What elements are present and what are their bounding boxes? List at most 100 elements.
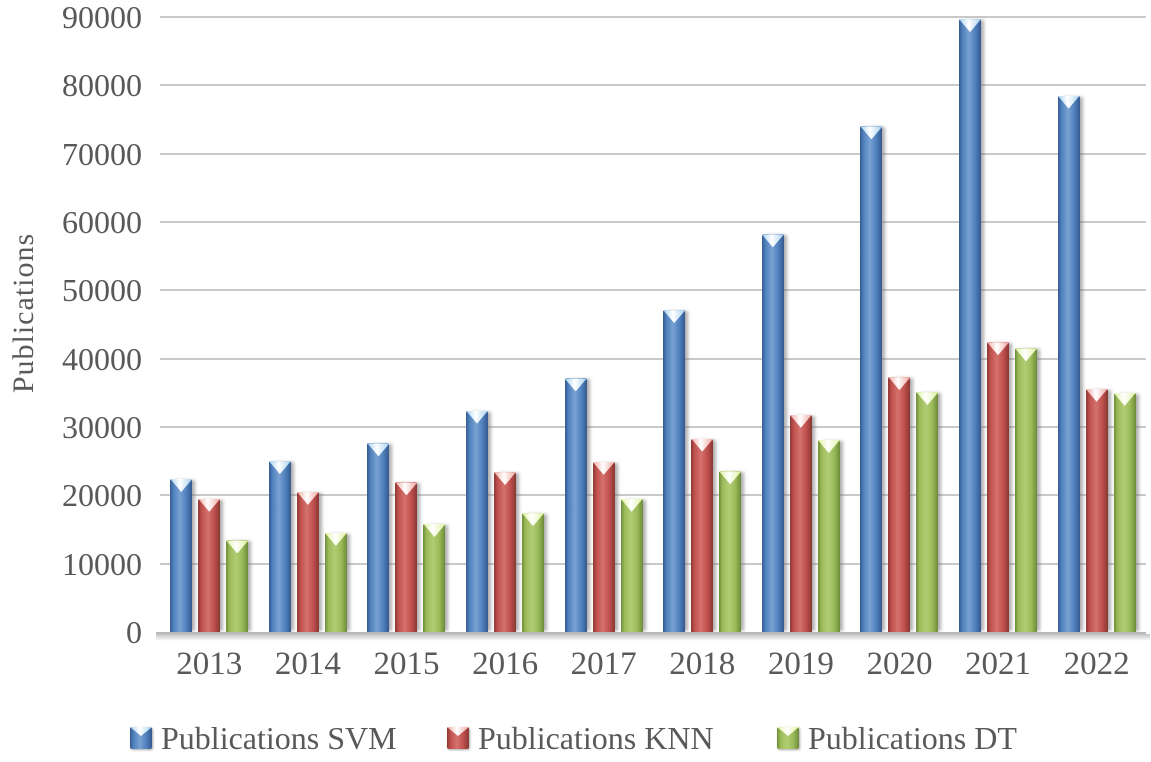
x-tick-label-2019: 2019 <box>767 646 834 682</box>
gridline <box>160 152 1146 155</box>
y-tick-label: 80000 <box>62 67 142 104</box>
bar-bevel-cap <box>691 438 714 452</box>
bar-group-2019 <box>752 17 851 632</box>
bar-bevel-cap <box>395 482 418 496</box>
legend-swatch-icon <box>130 727 152 749</box>
y-tick-label: 90000 <box>62 0 142 35</box>
x-tick-label-2015: 2015 <box>373 646 440 682</box>
bar-bevel-cap <box>296 491 319 505</box>
legend: Publications SVM Publications KNN Publicat… <box>0 719 1151 759</box>
bar-dt-2021 <box>1015 348 1038 632</box>
gridline <box>160 16 1146 18</box>
x-axis-line <box>156 632 1146 634</box>
bar-bevel-cap <box>564 378 587 392</box>
y-tick-label: 10000 <box>62 545 142 582</box>
bar-bevel-cap <box>592 461 615 475</box>
x-tick-label-2020: 2020 <box>866 646 933 682</box>
plot-area <box>156 16 1150 641</box>
bar-bevel-cap <box>1015 348 1038 362</box>
x-tick-label-2017: 2017 <box>570 646 637 682</box>
y-tick-label: 0 <box>126 614 142 650</box>
bar-bevel-cap <box>719 471 742 485</box>
gridline <box>160 494 1146 497</box>
x-axis-labels: 2013 2014 2015 2016 2017 2018 2019 2020 2021 2022 <box>160 645 1146 687</box>
legend-item-svm: Publications SVM <box>130 719 397 757</box>
legend-label: Publications SVM <box>161 720 397 756</box>
x-tick-label-2016: 2016 <box>472 646 539 682</box>
bar-bevel-cap <box>324 532 347 546</box>
bar-knn-2020 <box>888 377 911 632</box>
legend-label: Publications DT <box>808 720 1017 756</box>
bar-bevel-cap <box>198 498 221 512</box>
legend-label: Publications KNN <box>478 720 714 756</box>
bar-svm-2015 <box>367 443 390 632</box>
bar-svm-2016 <box>466 410 489 632</box>
bar-dt-2015 <box>423 524 446 632</box>
bar-group-2017 <box>554 17 653 632</box>
gridline <box>160 426 1146 428</box>
bar-bevel-cap <box>959 19 982 33</box>
bar-bevel-cap <box>522 513 545 527</box>
y-tick-label: 50000 <box>62 272 142 309</box>
bar-groups <box>160 17 1146 632</box>
bar-svm-2022 <box>1057 95 1080 632</box>
gridline <box>160 562 1146 565</box>
y-tick-label: 40000 <box>62 340 142 377</box>
y-tick-label: 60000 <box>62 204 142 240</box>
bar-dt-2018 <box>719 471 742 632</box>
bar-svm-2014 <box>268 461 291 632</box>
bar-bevel-cap <box>620 498 643 512</box>
gridline <box>160 289 1146 292</box>
x-tick-label-2014: 2014 <box>274 646 341 682</box>
bar-knn-2018 <box>691 438 714 632</box>
bar-group-2016 <box>456 17 555 632</box>
bar-knn-2022 <box>1085 388 1108 632</box>
gridline <box>160 357 1146 360</box>
bar-dt-2013 <box>226 540 249 632</box>
legend-swatch-bevel <box>777 727 799 736</box>
legend-swatch-icon <box>447 727 469 749</box>
bar-group-2018 <box>653 17 752 632</box>
y-axis-title: Publications <box>7 232 40 394</box>
bar-group-2021 <box>949 17 1048 632</box>
x-tick-label-2021: 2021 <box>965 646 1032 682</box>
x-tick-label-2013: 2013 <box>176 646 243 682</box>
bar-svm-2020 <box>860 126 883 632</box>
bar-bevel-cap <box>494 472 517 486</box>
bar-svm-2019 <box>761 234 784 632</box>
bar-bevel-cap <box>170 478 193 492</box>
bar-knn-2015 <box>395 482 418 632</box>
bar-svm-2017 <box>564 378 587 632</box>
bar-bevel-cap <box>226 540 249 554</box>
legend-swatch-icon <box>777 727 799 749</box>
legend-item-dt: Publications DT <box>777 719 1017 757</box>
bar-group-2013 <box>160 17 259 632</box>
bar-group-2022 <box>1047 17 1146 632</box>
bar-dt-2022 <box>1113 392 1136 632</box>
bar-dt-2014 <box>324 532 347 632</box>
bar-bevel-cap <box>860 126 883 140</box>
bar-knn-2017 <box>592 461 615 632</box>
bar-bevel-cap <box>466 410 489 424</box>
bar-group-2014 <box>259 17 358 632</box>
bar-bevel-cap <box>663 310 686 324</box>
bar-bevel-cap <box>1085 388 1108 402</box>
x-axis-shadow <box>156 634 1150 641</box>
bar-bevel-cap <box>888 377 911 391</box>
legend-item-knn: Publications KNN <box>447 719 714 757</box>
bar-dt-2017 <box>620 498 643 632</box>
bar-knn-2021 <box>987 342 1010 632</box>
bar-bevel-cap <box>367 443 390 457</box>
bar-knn-2014 <box>296 491 319 632</box>
y-tick-label: 20000 <box>62 477 142 514</box>
x-tick-label-2018: 2018 <box>669 646 736 682</box>
bar-svm-2018 <box>663 310 686 632</box>
legend-swatch-bevel <box>447 727 469 736</box>
legend-swatch-bevel <box>130 727 152 736</box>
bar-group-2020 <box>850 17 949 632</box>
bar-bevel-cap <box>916 392 939 406</box>
bar-bevel-cap <box>268 461 291 475</box>
bar-svm-2021 <box>959 19 982 632</box>
bar-bevel-cap <box>1113 392 1136 406</box>
